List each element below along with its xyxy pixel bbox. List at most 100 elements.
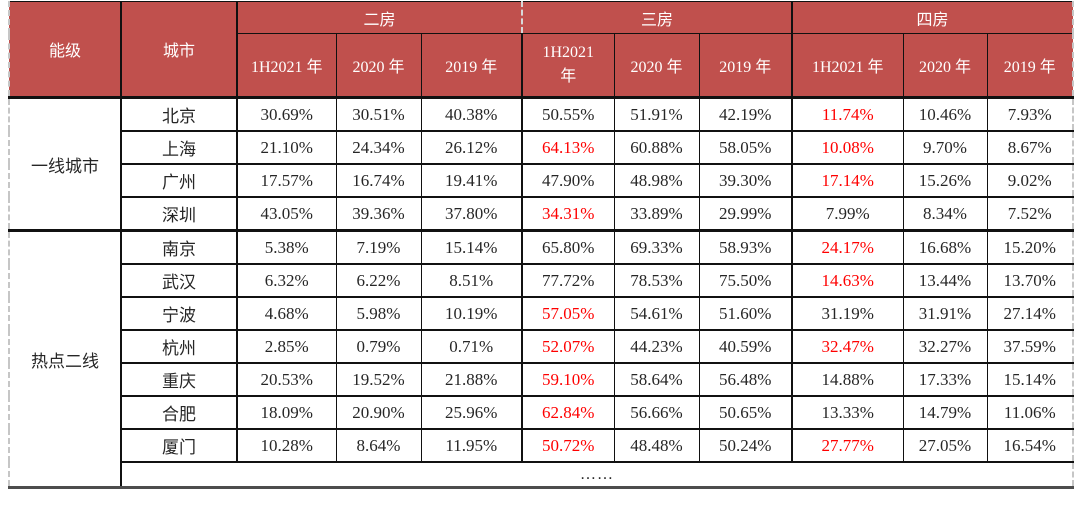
value-cell: 29.99% <box>698 196 793 232</box>
table-row: 一线城市 北京 30.69% 30.51% 40.38% 50.55% 51.91% 42.1… <box>8 96 1074 232</box>
value-cell: 51.60% <box>698 296 793 331</box>
value-cell: 39.36% <box>335 196 422 232</box>
value-cell: 50.65% <box>698 395 793 430</box>
value-cell: 14.79% <box>902 395 988 430</box>
value-cell: 21.10% <box>236 130 337 165</box>
table-figure: 能级 城市 二房 三房 四房 1H2021 年 2020 年 2019 年 1H… <box>8 1 1074 489</box>
table-row: 深圳 43.05% 39.36% 37.80% 34.31% 33.89% 29.99% 7.… <box>9 196 1074 232</box>
header-year-3room-2019: 2019 年 <box>698 33 793 98</box>
value-cell: 14.88% <box>791 362 904 397</box>
city-cell: 深圳 <box>120 196 238 232</box>
header-year-2room-1h2021: 1H2021 年 <box>236 33 337 98</box>
value-cell: 15.14% <box>986 362 1074 397</box>
value-cell: 10.46% <box>902 96 988 132</box>
value-cell: 16.54% <box>986 428 1074 463</box>
value-cell: 59.10% <box>521 362 615 397</box>
city-cell: 南京 <box>120 229 238 265</box>
header-level: 能级 <box>8 1 122 98</box>
value-cell: 13.70% <box>986 263 1074 298</box>
value-cell: 48.98% <box>613 163 700 198</box>
table-row: 广州 17.57% 16.74% 19.41% 47.90% 48.98% 39.30% 17… <box>9 163 1074 198</box>
value-cell: 7.19% <box>335 229 422 265</box>
value-cell: 50.55% <box>521 96 615 132</box>
value-cell: 43.05% <box>236 196 337 232</box>
value-cell: 24.34% <box>335 130 422 165</box>
value-cell: 21.88% <box>420 362 523 397</box>
value-cell: 24.17% <box>791 229 904 265</box>
value-cell: 58.64% <box>613 362 700 397</box>
ellipsis-cell: …… <box>120 461 1074 489</box>
table-body: 一线城市 北京 30.69% 30.51% 40.38% 50.55% 51.91% 42.1… <box>8 96 1074 489</box>
value-cell: 17.33% <box>902 362 988 397</box>
value-cell: 27.05% <box>902 428 988 463</box>
value-cell: 17.14% <box>791 163 904 198</box>
value-cell: 34.31% <box>521 196 615 232</box>
value-cell: 2.85% <box>236 329 337 364</box>
header-group-three-room: 三房 <box>521 1 793 34</box>
value-cell: 9.70% <box>902 130 988 165</box>
table-row: 热点二线 南京 5.38% 7.19% 15.14% 65.80% 69.33% 58.93%… <box>8 229 1074 489</box>
table-row: 杭州 2.85% 0.79% 0.71% 52.07% 44.23% 40.59% 32.47… <box>9 329 1074 364</box>
table-row: 宁波 4.68% 5.98% 10.19% 57.05% 54.61% 51.60% 31.1… <box>9 296 1074 331</box>
table-row: 重庆 20.53% 19.52% 21.88% 59.10% 58.64% 56.48% 14… <box>9 362 1074 397</box>
value-cell: 69.33% <box>613 229 700 265</box>
table-header: 能级 城市 二房 三房 四房 1H2021 年 2020 年 2019 年 1H… <box>8 1 1074 98</box>
header-year-4room-2020: 2020 年 <box>902 33 988 98</box>
value-cell: 27.14% <box>986 296 1074 331</box>
header-year-3room-1h2021: 1H2021 年 <box>521 33 615 98</box>
value-cell: 16.74% <box>335 163 422 198</box>
value-cell: 10.19% <box>420 296 523 331</box>
value-cell: 13.33% <box>791 395 904 430</box>
housing-room-type-share-table: 能级 城市 二房 三房 四房 1H2021 年 2020 年 2019 年 1H… <box>8 1 1074 489</box>
city-cell: 厦门 <box>120 428 238 463</box>
header-year-row: 1H2021 年 2020 年 2019 年 1H2021 年 2020 年 2… <box>9 33 1074 98</box>
value-cell: 30.51% <box>335 96 422 132</box>
value-cell: 51.91% <box>613 96 700 132</box>
value-cell: 54.61% <box>613 296 700 331</box>
value-cell: 26.12% <box>420 130 523 165</box>
value-cell: 14.63% <box>791 263 904 298</box>
tier-cell: 一线城市 <box>8 96 122 232</box>
header-group-row: 能级 城市 二房 三房 四房 <box>8 1 1074 98</box>
city-cell: 杭州 <box>120 329 238 364</box>
value-cell: 32.27% <box>902 329 988 364</box>
city-cell: 上海 <box>120 130 238 165</box>
value-cell: 8.64% <box>335 428 422 463</box>
city-cell: 北京 <box>120 96 238 132</box>
table-row: 合肥 18.09% 20.90% 25.96% 62.84% 56.66% 50.65% 13… <box>9 395 1074 430</box>
value-cell: 11.74% <box>791 96 904 132</box>
value-cell: 10.08% <box>791 130 904 165</box>
value-cell: 50.24% <box>698 428 793 463</box>
value-cell: 0.71% <box>420 329 523 364</box>
value-cell: 58.93% <box>698 229 793 265</box>
value-cell: 18.09% <box>236 395 337 430</box>
value-cell: 62.84% <box>521 395 615 430</box>
table-row: 武汉 6.32% 6.22% 8.51% 77.72% 78.53% 75.50% 14.63… <box>9 263 1074 298</box>
header-group-two-room: 二房 <box>236 1 523 34</box>
value-cell: 56.48% <box>698 362 793 397</box>
table-row: 上海 21.10% 24.34% 26.12% 64.13% 60.88% 58.05% 10… <box>9 130 1074 165</box>
value-cell: 56.66% <box>613 395 700 430</box>
value-cell: 78.53% <box>613 263 700 298</box>
header-city: 城市 <box>120 1 238 98</box>
value-cell: 7.93% <box>986 96 1074 132</box>
value-cell: 65.80% <box>521 229 615 265</box>
value-cell: 60.88% <box>613 130 700 165</box>
table-footer-row: …… <box>9 461 1074 489</box>
value-cell: 8.34% <box>902 196 988 232</box>
value-cell: 44.23% <box>613 329 700 364</box>
value-cell: 52.07% <box>521 329 615 364</box>
header-year-3room-2020: 2020 年 <box>613 33 700 98</box>
value-cell: 7.52% <box>986 196 1074 232</box>
value-cell: 17.57% <box>236 163 337 198</box>
value-cell: 39.30% <box>698 163 793 198</box>
value-cell: 25.96% <box>420 395 523 430</box>
value-cell: 20.53% <box>236 362 337 397</box>
header-group-four-room: 四房 <box>791 1 1074 34</box>
value-cell: 19.52% <box>335 362 422 397</box>
value-cell: 20.90% <box>335 395 422 430</box>
value-cell: 6.22% <box>335 263 422 298</box>
value-cell: 27.77% <box>791 428 904 463</box>
city-cell: 广州 <box>120 163 238 198</box>
table-row: 厦门 10.28% 8.64% 11.95% 50.72% 48.48% 50.24% 27.… <box>9 428 1074 463</box>
